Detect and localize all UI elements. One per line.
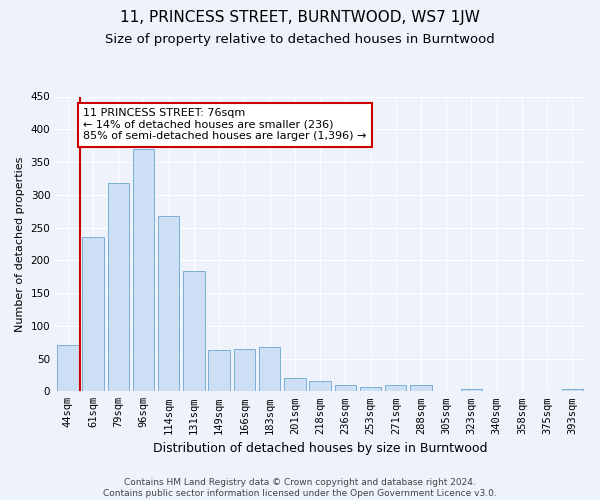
Bar xyxy=(360,386,381,392)
Text: Size of property relative to detached houses in Burntwood: Size of property relative to detached ho… xyxy=(105,32,495,46)
Bar xyxy=(183,271,205,392)
Bar xyxy=(158,216,179,392)
Text: Contains HM Land Registry data © Crown copyright and database right 2024.
Contai: Contains HM Land Registry data © Crown c… xyxy=(103,478,497,498)
Bar xyxy=(410,386,432,392)
Bar xyxy=(82,236,104,392)
Bar xyxy=(385,386,406,392)
Bar xyxy=(562,390,583,392)
Bar xyxy=(259,348,280,392)
Bar xyxy=(233,348,255,392)
Bar xyxy=(511,390,533,392)
Bar xyxy=(133,149,154,392)
Bar xyxy=(208,350,230,392)
Bar xyxy=(310,381,331,392)
Bar xyxy=(284,378,305,392)
Bar xyxy=(486,390,508,392)
X-axis label: Distribution of detached houses by size in Burntwood: Distribution of detached houses by size … xyxy=(153,442,487,455)
Bar xyxy=(536,390,558,392)
Bar xyxy=(57,346,79,392)
Bar xyxy=(436,390,457,392)
Text: 11 PRINCESS STREET: 76sqm
← 14% of detached houses are smaller (236)
85% of semi: 11 PRINCESS STREET: 76sqm ← 14% of detac… xyxy=(83,108,367,142)
Bar xyxy=(335,385,356,392)
Text: 11, PRINCESS STREET, BURNTWOOD, WS7 1JW: 11, PRINCESS STREET, BURNTWOOD, WS7 1JW xyxy=(120,10,480,25)
Bar xyxy=(107,183,129,392)
Bar xyxy=(461,388,482,392)
Y-axis label: Number of detached properties: Number of detached properties xyxy=(15,156,25,332)
